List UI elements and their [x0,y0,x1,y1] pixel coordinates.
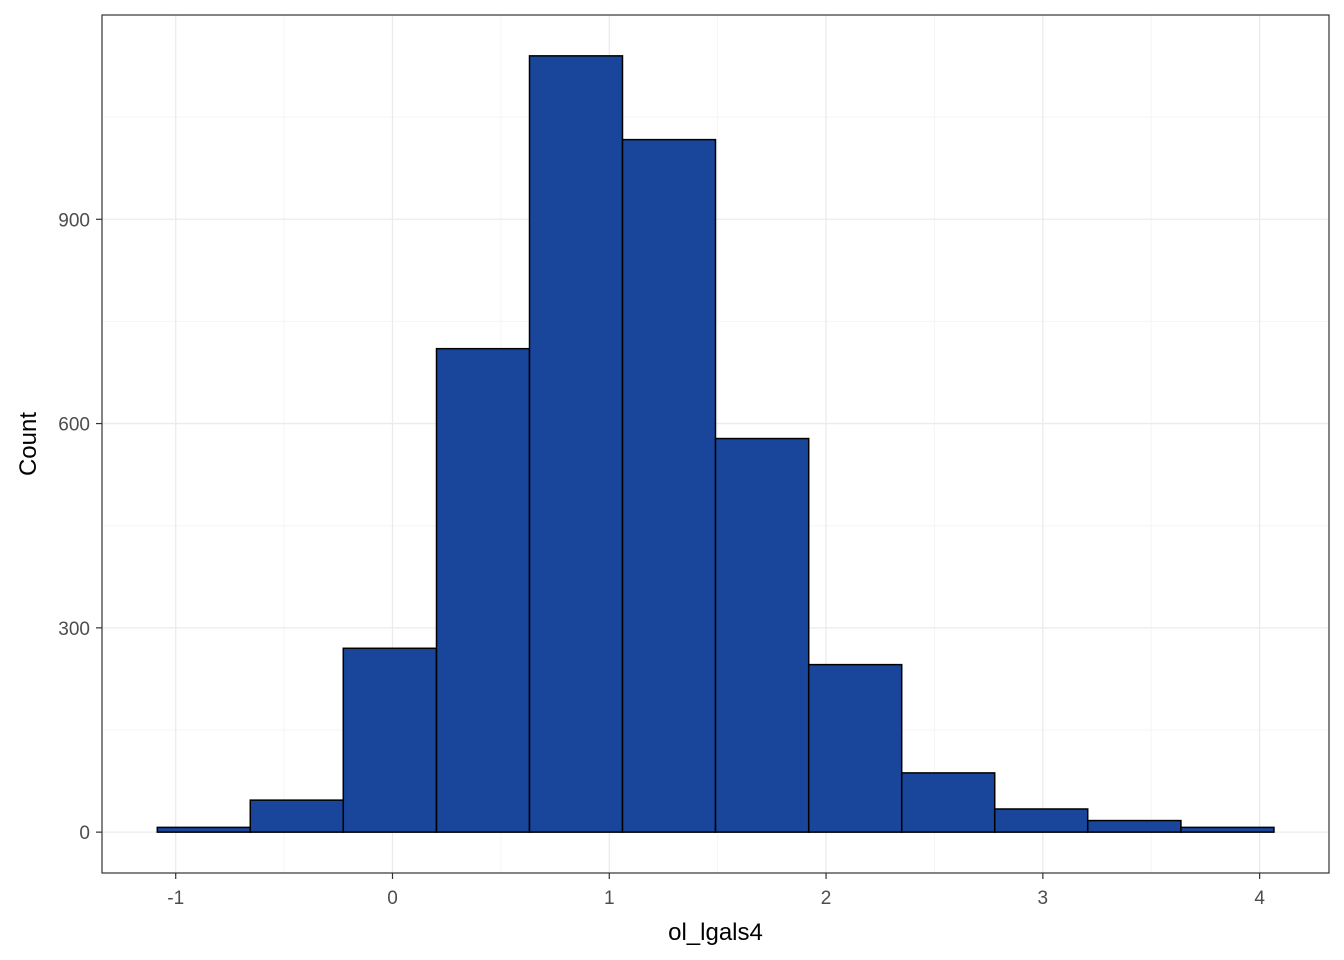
x-tick-label: 1 [604,888,615,909]
y-tick-label: 0 [79,823,90,844]
x-tick-label: 2 [821,888,832,909]
histogram-bar [1180,826,1275,833]
histogram-bar [435,347,531,833]
histogram-bar [714,437,810,833]
x-tick-label: 4 [1254,888,1265,909]
y-tick-label: 900 [58,210,90,231]
histogram-bar [249,799,345,833]
x-tick-label: 0 [387,888,398,909]
y-tick-label: 600 [58,415,90,436]
histogram-bar [156,826,252,833]
histogram-bar [807,663,903,833]
y-tick-label: 300 [58,619,90,640]
x-axis-title: ol_lgals4 [668,919,763,946]
y-axis-title: Count [15,412,42,476]
axis-ticks: -1 0 1 2 3 4 0 300 600 900 [58,210,1265,909]
histogram-bar [900,772,996,833]
x-tick-label: 3 [1038,888,1049,909]
histogram-bar [621,138,717,833]
panel-border [101,14,1330,874]
histogram-bar [528,55,624,833]
histogram-bar [342,647,438,833]
x-tick-label: -1 [167,888,184,909]
histogram-bar [993,808,1089,833]
histogram-bars [156,55,1275,833]
histogram-bar [1086,819,1182,833]
